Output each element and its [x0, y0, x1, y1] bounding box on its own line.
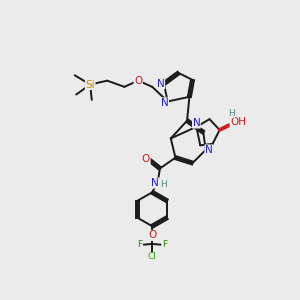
Text: Si: Si [85, 80, 95, 89]
Text: F: F [137, 240, 142, 249]
Text: O: O [134, 76, 142, 86]
Text: N: N [161, 98, 169, 108]
Text: OH: OH [230, 117, 246, 127]
Text: N: N [205, 145, 213, 155]
Text: N: N [152, 178, 159, 188]
Text: F: F [162, 240, 167, 249]
Text: N: N [193, 118, 200, 128]
Text: H: H [228, 109, 235, 118]
Text: O: O [142, 154, 150, 164]
Text: O: O [148, 230, 156, 240]
Text: N: N [157, 79, 165, 89]
Text: H: H [160, 180, 167, 189]
Text: Cl: Cl [148, 253, 157, 262]
